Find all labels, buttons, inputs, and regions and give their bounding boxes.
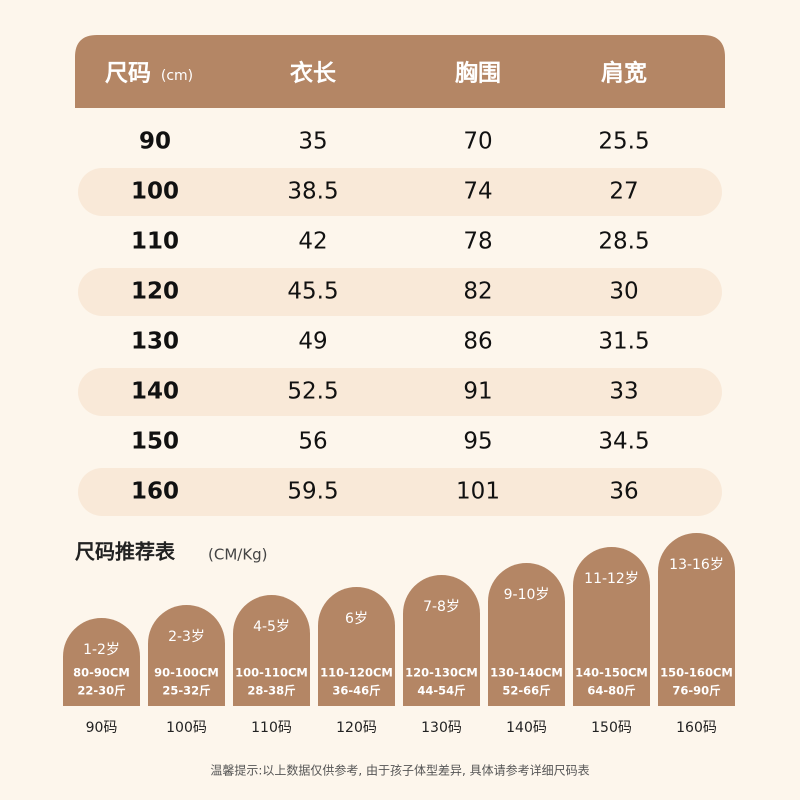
table-header-bar [75,35,725,108]
header-label: 尺码 [105,61,151,87]
size-card [63,618,140,706]
card-height: 120-130CM [405,666,478,680]
section-unit: (CM/Kg) [208,546,268,564]
card-height: 150-160CM [660,666,733,680]
table-cell: 91 [463,379,492,405]
card-height: 140-150CM [575,666,648,680]
table-cell: 110 [131,229,179,255]
table-cell: 59.5 [287,479,338,505]
card-size: 150码 [591,720,632,736]
table-cell: 160 [131,479,179,505]
table-cell: 49 [298,329,327,355]
table-cell: 120 [131,279,179,305]
card-age: 11-12岁 [584,571,639,587]
table-cell: 90 [139,129,171,155]
table-cell: 36 [609,479,638,505]
card-size: 110码 [251,720,292,736]
card-size: 100码 [166,720,207,736]
size-card [233,595,310,706]
table-cell: 95 [463,429,492,455]
table-cell: 86 [463,329,492,355]
card-height: 110-120CM [320,666,393,680]
row-band [78,268,722,316]
card-age: 6岁 [345,611,368,627]
card-size: 130码 [421,720,462,736]
card-weight: 22-30斤 [77,684,125,698]
table-cell: 74 [463,179,492,205]
card-height: 100-110CM [235,666,308,680]
card-weight: 28-38斤 [247,684,295,698]
header-unit: (cm) [161,68,193,84]
table-cell: 25.5 [598,129,649,155]
header-label: 衣长 [290,60,337,87]
table-cell: 45.5 [287,279,338,305]
card-age: 13-16岁 [669,557,724,573]
card-age: 2-3岁 [168,629,205,645]
table-cell: 38.5 [287,179,338,205]
table-cell: 31.5 [598,329,649,355]
table-cell: 101 [456,479,500,505]
size-card [573,547,650,706]
section-title: 尺码推荐表 [75,540,176,564]
card-height: 80-90CM [73,666,130,680]
card-size: 90码 [86,720,118,736]
table-cell: 28.5 [598,229,649,255]
card-weight: 76-90斤 [672,684,720,698]
card-height: 90-100CM [154,666,219,680]
size-card [658,533,735,706]
size-card [318,587,395,706]
card-age: 7-8岁 [423,599,460,615]
table-cell: 35 [298,129,327,155]
card-height: 130-140CM [490,666,563,680]
card-weight: 25-32斤 [162,684,210,698]
table-cell: 42 [298,229,327,255]
header-label: 胸围 [455,60,501,87]
card-size: 140码 [506,720,547,736]
table-cell: 34.5 [598,429,649,455]
card-weight: 36-46斤 [332,684,380,698]
card-age: 1-2岁 [83,642,120,658]
card-size: 160码 [676,720,717,736]
table-cell: 78 [463,229,492,255]
table-cell: 27 [609,179,638,205]
size-card [148,604,225,706]
table-cell: 30 [609,279,638,305]
table-cell: 82 [463,279,492,305]
table-cell: 100 [131,179,179,205]
header-label: 肩宽 [601,60,647,87]
table-cell: 70 [463,129,492,155]
size-card [403,575,480,706]
footer-note: 温馨提示:以上数据仅供参考, 由于孩子体型差异, 具体请参考详细尺码表 [210,763,589,778]
card-size: 120码 [336,720,377,736]
table-cell: 56 [298,429,327,455]
card-weight: 64-80斤 [587,684,635,698]
card-age: 4-5岁 [253,619,290,635]
table-cell: 130 [131,329,179,355]
table-cell: 52.5 [287,379,338,405]
row-band [78,468,722,516]
row-band [78,368,722,416]
table-cell: 33 [609,379,638,405]
size-card [488,563,565,706]
card-weight: 44-54斤 [417,684,465,698]
card-weight: 52-66斤 [502,684,550,698]
table-cell: 150 [131,429,179,455]
row-band [78,168,722,216]
card-age: 9-10岁 [504,587,550,603]
table-cell: 140 [131,379,179,405]
